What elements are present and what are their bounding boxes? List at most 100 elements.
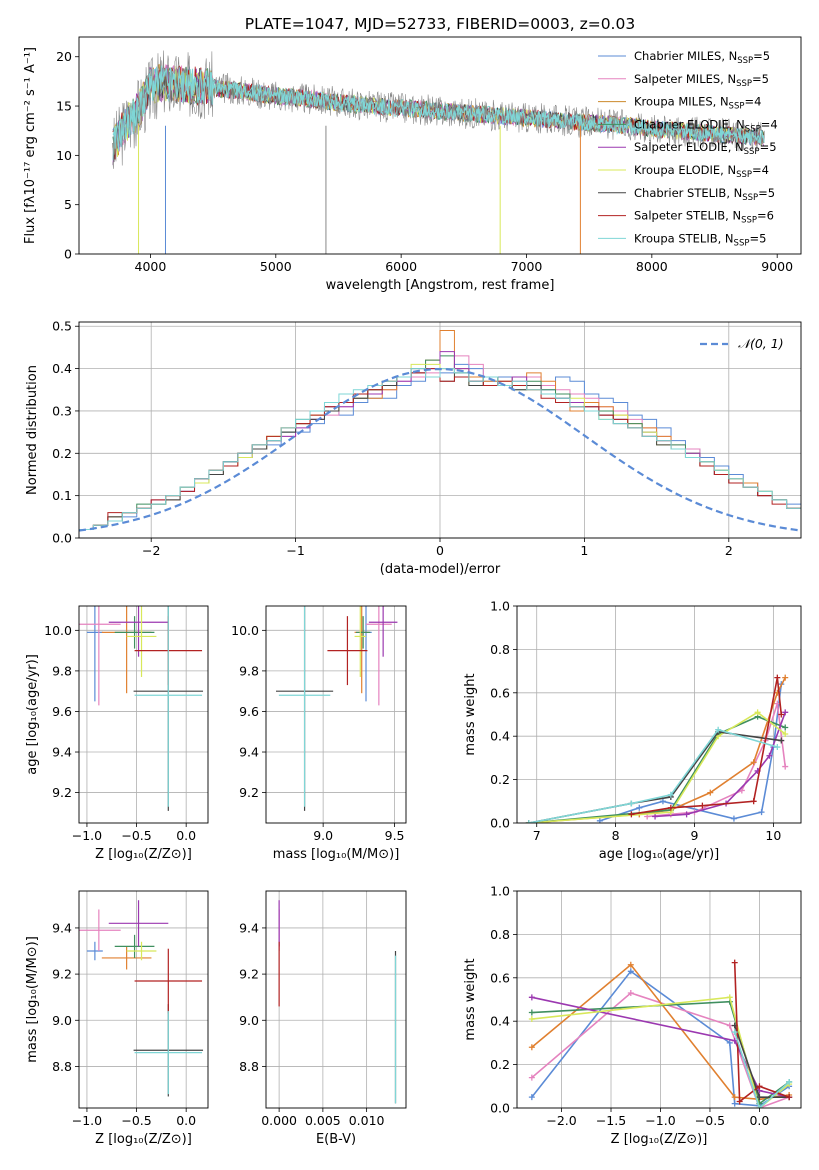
- legend-label-suffix: =4: [752, 163, 769, 177]
- y-tick-label: 0: [64, 247, 72, 262]
- y-tick-label: 10.0: [231, 623, 259, 638]
- y-tick-label: 9.2: [239, 967, 259, 982]
- normal-curve: [79, 367, 801, 532]
- x-tick-label: 9: [691, 828, 699, 843]
- y-tick-label: 9.4: [239, 745, 259, 760]
- weight-marker: [528, 1074, 535, 1081]
- weight-marker: [667, 804, 674, 811]
- weight-marker: [636, 804, 643, 811]
- x-tick-label: 7000: [511, 259, 543, 274]
- y-tick-label: 10: [56, 148, 72, 163]
- panel-spectrum: 4000 5000 6000 7000 8000 9000 0 5 10 15 20 waveleng…: [23, 36, 802, 293]
- panel-mass_vs_Z: −1.0 −0.5 0.0 8.8 9.0 9.2 9.4 Z [log₁₀(Z/Z⊙)] ma…: [25, 890, 209, 1147]
- weight-marker: [730, 815, 737, 822]
- weight-marker: [766, 752, 773, 759]
- y-tick-label: 0.8: [490, 927, 510, 942]
- x-tick-label: 5000: [260, 259, 292, 274]
- y-tick-label: 9.2: [52, 785, 72, 800]
- axes-frame: [78, 890, 209, 1109]
- x-tick-label: 0.010: [349, 1113, 385, 1128]
- axes-frame: [265, 890, 407, 1109]
- weight-marker: [782, 709, 789, 716]
- x-tick-label: 0.0: [176, 828, 196, 843]
- weight-marker: [731, 1094, 738, 1101]
- x-tick-label: 8: [612, 828, 620, 843]
- legend-label-sub: SSP: [744, 147, 760, 157]
- legend-label-suffix: =5: [760, 140, 777, 154]
- plot-area: [112, 50, 765, 254]
- weight-marker: [528, 994, 535, 1001]
- legend-label-suffix: =5: [749, 231, 766, 245]
- axes-frame: [78, 321, 802, 539]
- weight-marker: [750, 798, 757, 805]
- y-tick-label: 0.0: [52, 531, 72, 546]
- y-tick-label: 15: [56, 99, 72, 114]
- weight-marker: [627, 961, 634, 968]
- y-axis-label: Flux [fλ10⁻¹⁷ erg cm⁻² s⁻¹ A⁻¹]: [23, 47, 38, 244]
- legend-label: Salpeter MILES, NSSP=5: [634, 72, 769, 89]
- x-axis-label: Z [log₁₀(Z/Z⊙)]: [611, 1132, 708, 1147]
- legend-label-sub: SSP: [741, 216, 757, 226]
- weight-line: [733, 962, 790, 1104]
- legend-label-text: Kroupa ELODIE, N: [634, 163, 736, 177]
- x-axis-label: Z [log₁₀(Z/Z⊙)]: [95, 847, 192, 862]
- x-tick-label: 0.0: [749, 1113, 769, 1128]
- x-tick-label: −1.5: [596, 1113, 626, 1128]
- legend-label: Salpeter STELIB, NSSP=6: [634, 209, 774, 226]
- y-tick-label: 1.0: [490, 599, 510, 614]
- y-tick-label: 0.2: [490, 1057, 510, 1072]
- x-tick-label: 7: [533, 828, 541, 843]
- x-tick-label: 0: [436, 543, 444, 558]
- plot-area: [525, 674, 789, 823]
- weight-line: [528, 728, 778, 823]
- panel-age_vs_Z: −1.0 −0.5 0.0 9.2 9.4 9.6 9.8 10.0 Z [log₁₀(Z/Z⊙…: [25, 605, 209, 862]
- legend-label-sub: SSP: [736, 170, 752, 180]
- weight-marker: [782, 674, 789, 681]
- weight-marker: [528, 1016, 535, 1023]
- weight-marker: [786, 1094, 793, 1101]
- y-tick-label: 0.2: [52, 446, 72, 461]
- x-tick-label: −1.0: [72, 1113, 102, 1128]
- legend-label-suffix: =5: [758, 186, 775, 200]
- plot-area: [276, 606, 398, 811]
- weight-marker: [774, 674, 781, 681]
- x-tick-label: 10: [765, 828, 781, 843]
- x-tick-label: 1: [580, 543, 588, 558]
- y-tick-label: 20: [56, 49, 72, 64]
- legend-label: Kroupa MILES, NSSP=4: [634, 95, 761, 112]
- y-tick-label: 0.0: [490, 816, 510, 831]
- legend-label: Kroupa STELIB, NSSP=5: [634, 231, 766, 248]
- y-tick-label: 9.8: [52, 663, 72, 678]
- y-tick-label: 8.8: [52, 1059, 72, 1074]
- figure-title: PLATE=1047, MJD=52733, FIBERID=0003, z=0…: [245, 15, 635, 33]
- legend-label-text: Salpeter ELODIE, N: [634, 140, 744, 154]
- weight-marker: [731, 1029, 738, 1036]
- y-tick-label: 9.4: [239, 920, 259, 935]
- y-tick-label: 9.2: [239, 785, 259, 800]
- legend-label-text: Salpeter STELIB, N: [634, 209, 741, 223]
- axes-frame: [516, 605, 802, 824]
- x-tick-label: −1.0: [72, 828, 102, 843]
- weight-marker: [699, 802, 706, 809]
- y-axis-label: mass weight: [463, 673, 478, 755]
- y-tick-label: 9.2: [52, 967, 72, 982]
- legend-label-suffix: =4: [744, 95, 761, 109]
- weight-marker: [782, 731, 789, 738]
- x-tick-label: 0.005: [305, 1113, 341, 1128]
- x-tick-label: −2.0: [546, 1113, 576, 1128]
- weight-marker: [528, 1044, 535, 1051]
- panel-residuals: −2 −1 0 1 2 0.0 0.1 0.2 0.3 0.4 0.5 (data-model)/er…: [25, 319, 802, 577]
- y-tick-label: 0.0: [490, 1101, 510, 1116]
- x-tick-label: 2: [725, 543, 733, 558]
- x-tick-label: −0.5: [121, 828, 151, 843]
- weight-marker: [628, 800, 635, 807]
- legend-label-sub: SSP: [736, 79, 752, 89]
- weight-marker: [774, 744, 781, 751]
- plot-area: [79, 900, 204, 1097]
- weight-marker: [758, 809, 765, 816]
- weight-marker: [731, 959, 738, 966]
- legend-label: 𝒩(0, 1): [738, 336, 784, 351]
- panel-age_vs_mass: 9.0 9.5 9.2 9.4 9.6 9.8 10.0 mass [log₁₀(M/M⊙)]: [231, 605, 407, 862]
- legend-label-text: Kroupa STELIB, N: [634, 231, 734, 245]
